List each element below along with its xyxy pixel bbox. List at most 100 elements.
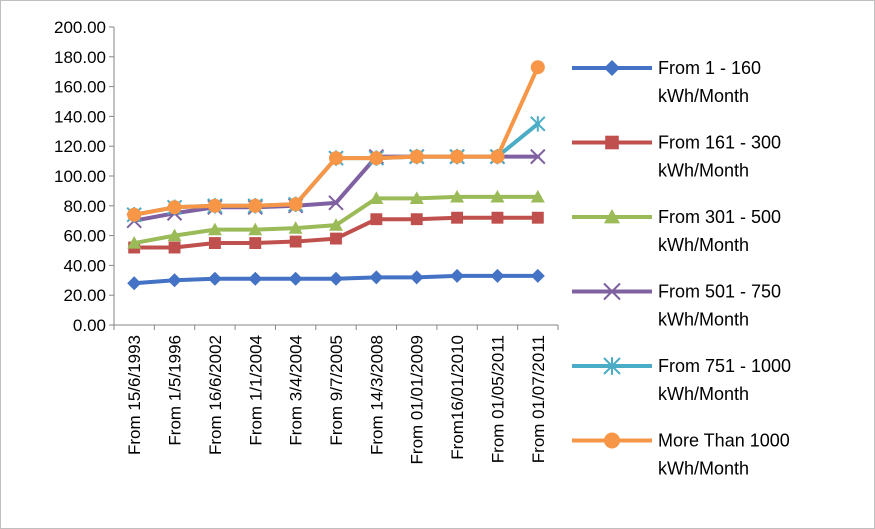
- legend-marker: [604, 209, 620, 224]
- x-tick-label: From 15/6/1993: [125, 335, 144, 455]
- x-tick-label: From16/01/2010: [448, 335, 467, 460]
- x-tick-label: From 9/7/2005: [327, 335, 346, 446]
- data-point: [329, 218, 343, 231]
- data-point: [127, 236, 142, 249]
- data-point: [450, 268, 465, 283]
- data-point: [127, 207, 142, 222]
- data-point: [167, 228, 182, 242]
- legend-item-2: From 161 - 300 kWh/Month: [572, 133, 781, 181]
- x-tick-label: From 16/6/2002: [206, 335, 225, 455]
- legend-label: kWh/Month: [658, 310, 749, 330]
- data-point: [248, 271, 263, 286]
- y-tick-label: 60.00: [63, 227, 106, 246]
- data-point: [167, 273, 182, 288]
- y-tick-label: 40.00: [63, 256, 106, 275]
- legend: From 1 - 160 kWh/Month From 161 - 300 kWh/…: [572, 58, 791, 479]
- y-tick-label: 180.00: [54, 48, 106, 67]
- data-point: [328, 195, 344, 211]
- series-line: [132, 154, 540, 223]
- x-tick-label: From 01/07/2011: [529, 335, 548, 463]
- x-axis: From 15/6/1993 From 1/5/1996 From 16/6/200…: [113, 324, 559, 464]
- legend-item-6: More Than 1000 kWh/Month: [572, 431, 790, 479]
- data-point: [369, 151, 384, 166]
- data-point: [127, 276, 142, 291]
- data-point: [530, 148, 546, 165]
- data-point: [530, 268, 545, 283]
- marker-stroke: [530, 148, 546, 165]
- y-tick-label: 100.00: [54, 167, 106, 186]
- data-point: [530, 116, 546, 132]
- x-tick-label: From 01/05/2011: [488, 335, 507, 463]
- data-point: [530, 189, 545, 203]
- data-point: [207, 271, 222, 286]
- data-point: [490, 268, 505, 283]
- data-point: [531, 211, 544, 224]
- data-point: [409, 270, 424, 285]
- marker-stroke: [328, 195, 344, 211]
- legend-item-1: From 1 - 160 kWh/Month: [572, 58, 761, 106]
- y-tick-label: 20.00: [63, 286, 106, 305]
- data-point: [330, 232, 342, 245]
- series-6: [127, 60, 545, 222]
- data-point: [450, 189, 465, 203]
- legend-label: kWh/Month: [658, 235, 749, 255]
- legend-label: From 301 - 500: [658, 207, 781, 227]
- data-point: [369, 270, 384, 285]
- data-point: [450, 149, 465, 164]
- x-tick-label: From 01/01/2009: [408, 335, 427, 464]
- legend-marker: [604, 60, 620, 76]
- data-point: [491, 211, 504, 224]
- y-tick-label: 80.00: [63, 197, 106, 216]
- data-point: [289, 235, 302, 248]
- legend-item-4: From 501 - 750 kWh/Month: [572, 282, 781, 330]
- data-point: [370, 213, 383, 226]
- legend-item-5: From 751 - 1000 kWh/Month: [572, 356, 791, 404]
- series-lines: [126, 60, 546, 291]
- x-tick-label: From 1/1/2004: [246, 335, 265, 446]
- series-3: [127, 189, 545, 249]
- data-point: [208, 237, 221, 249]
- data-point: [288, 197, 303, 212]
- legend-label: From 161 - 300: [658, 133, 781, 153]
- y-tick-label: 200.00: [54, 18, 106, 37]
- x-tick-label: From 3/4/2004: [287, 335, 306, 446]
- data-point: [207, 198, 222, 213]
- y-tick-label: 120.00: [54, 137, 106, 156]
- series-line: [132, 65, 540, 217]
- legend-marker: [604, 432, 620, 449]
- data-point: [490, 189, 505, 203]
- data-point: [288, 271, 303, 286]
- data-point: [329, 151, 343, 166]
- data-point: [410, 213, 423, 226]
- y-axis: 0.00 20.00 40.00 60.00 80.00 100.00 120.00 140.…: [54, 18, 115, 335]
- series-2: [128, 211, 544, 254]
- legend-label: kWh/Month: [658, 161, 749, 181]
- legend-item-3: From 301 - 500 kWh/Month: [572, 207, 781, 255]
- data-point: [168, 241, 181, 254]
- legend-label: kWh/Month: [658, 86, 749, 106]
- legend-label: From 751 - 1000: [658, 356, 791, 376]
- data-point: [530, 60, 545, 75]
- data-point: [248, 198, 263, 213]
- legend-label: kWh/Month: [658, 384, 749, 404]
- data-point: [451, 211, 464, 224]
- legend-label: More Than 1000: [658, 431, 790, 451]
- legend-marker: [603, 357, 621, 375]
- x-tick-label: From 1/5/1996: [166, 335, 185, 446]
- marker-stroke: [603, 282, 621, 301]
- data-point: [409, 149, 424, 164]
- data-point: [249, 237, 262, 249]
- legend-label: From 501 - 750: [658, 282, 781, 302]
- data-point: [207, 222, 222, 236]
- x-tick-label: From 14/3/2008: [367, 335, 386, 455]
- y-tick-label: 0.00: [73, 316, 106, 335]
- data-point: [248, 222, 263, 236]
- data-point: [288, 221, 303, 234]
- y-tick-label: 140.00: [54, 107, 106, 126]
- legend-label: From 1 - 160: [658, 58, 761, 78]
- data-point: [329, 271, 343, 286]
- data-point: [409, 191, 424, 204]
- y-tick-label: 160.00: [54, 78, 106, 97]
